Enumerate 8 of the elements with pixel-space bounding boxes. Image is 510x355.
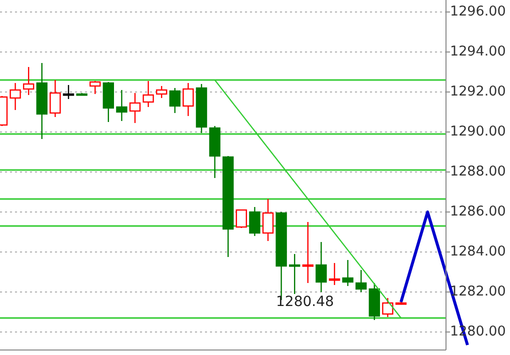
y-tick-label: 1296.00 [450,4,506,20]
y-tick-label: 1288.00 [450,164,506,180]
y-tick-label: 1284.00 [450,244,506,260]
y-tick-label: 1292.00 [450,84,506,100]
y-tick-label: 1290.00 [450,124,506,140]
annotation: 1280.48 [276,294,334,310]
y-tick-label: 1286.00 [450,204,506,220]
y-tick-label: 1294.00 [450,44,506,60]
